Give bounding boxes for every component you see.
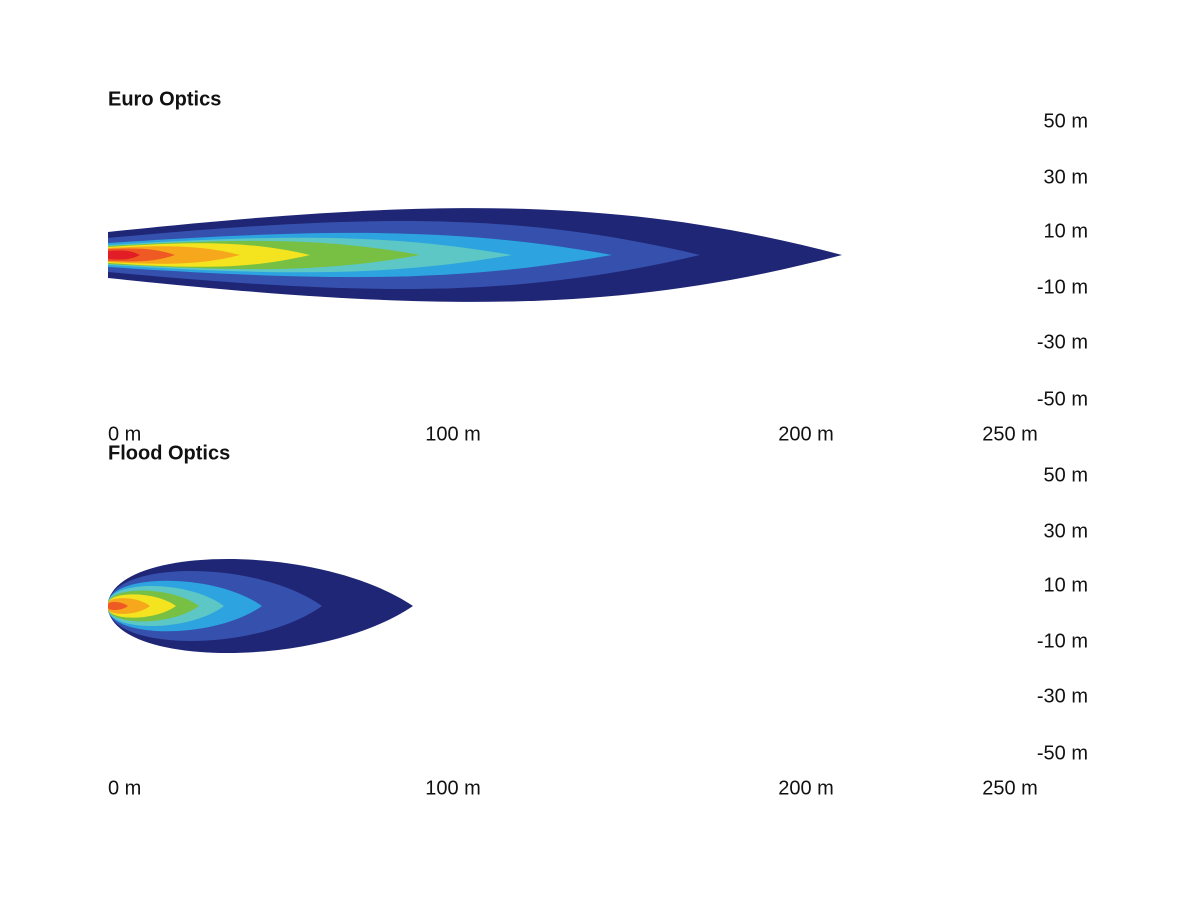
y-label: -30 m [1037,331,1088,353]
panel-title: Euro Optics [108,88,221,110]
x-label: 200 m [778,777,834,799]
x-label: 200 m [778,423,834,445]
y-label: 50 m [1044,464,1088,486]
beam-contour [108,598,150,614]
beam-contour [108,601,128,611]
y-label: 10 m [1044,574,1088,596]
y-label: 50 m [1044,110,1088,132]
x-label: 250 m [982,777,1038,799]
y-label: -10 m [1037,276,1088,298]
x-label: 250 m [982,423,1038,445]
y-label: -50 m [1037,742,1088,764]
y-label: 30 m [1044,166,1088,188]
y-label: 10 m [1044,220,1088,242]
x-label: 100 m [425,777,481,799]
y-label: -50 m [1037,388,1088,410]
x-label: 0 m [108,423,141,445]
y-label: -10 m [1037,630,1088,652]
beam-contour [108,250,140,260]
panel-title: Flood Optics [108,442,230,464]
x-label: 0 m [108,777,141,799]
beam-patterns: Euro Optics 50 m 30 m 10 m -10 m -30 m -50 m 0 … [108,88,1088,799]
y-label: 30 m [1044,520,1088,542]
y-label: -30 m [1037,685,1088,707]
x-label: 100 m [425,423,481,445]
